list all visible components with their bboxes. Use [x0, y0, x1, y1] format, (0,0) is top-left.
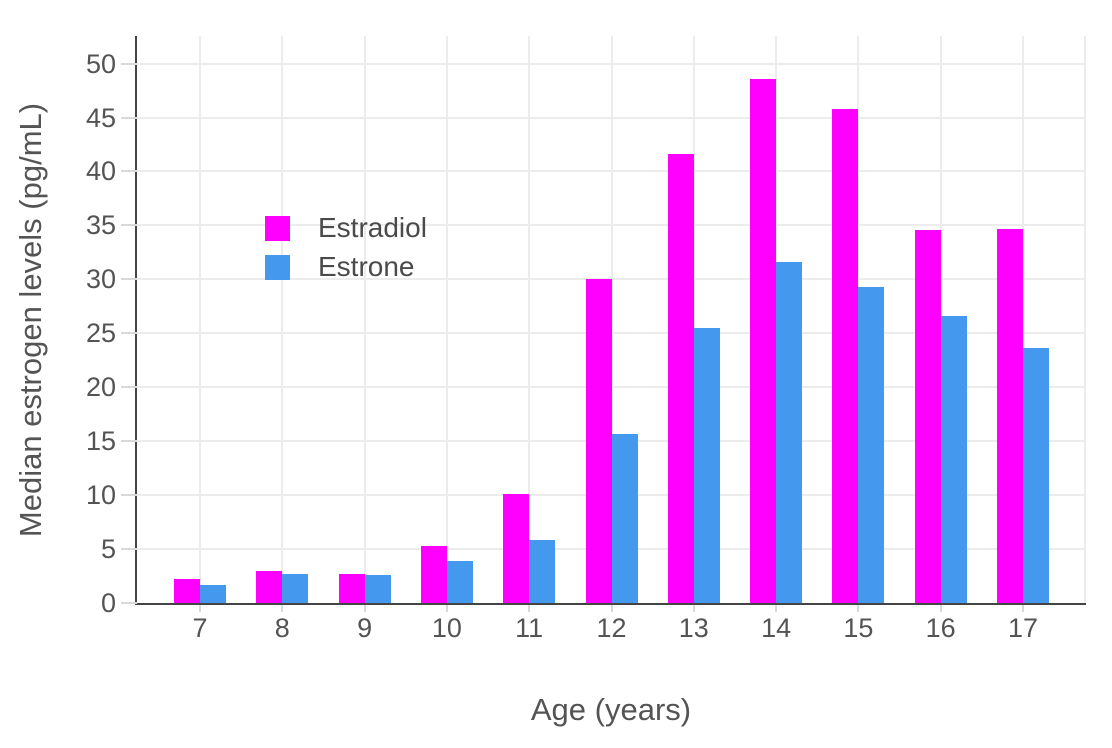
- legend-item-estrone[interactable]: Estrone: [265, 253, 427, 281]
- estradiol-color-swatch: [265, 215, 290, 241]
- legend-label-estrone: Estrone: [318, 251, 415, 282]
- y-tick-label-45: 45: [85, 102, 116, 133]
- x-gridline-13: [692, 36, 695, 603]
- x-tick-label-10: 10: [431, 613, 462, 643]
- x-tick-13: [692, 605, 695, 612]
- x-tick-16: [939, 605, 942, 612]
- x-tick-15: [857, 605, 860, 612]
- bar-estrone-9: [364, 574, 391, 603]
- y-tick-50: [121, 62, 137, 65]
- x-tick-10: [445, 605, 448, 612]
- y-tick-10: [121, 494, 137, 497]
- bar-estradiol-10: [420, 545, 447, 603]
- y-tick-30: [121, 278, 137, 281]
- bar-estrone-17: [1023, 348, 1049, 603]
- bar-estrone-15: [858, 286, 885, 603]
- estrone-color-swatch: [265, 254, 290, 280]
- bar-estradiol-14: [750, 78, 777, 603]
- y-tick-label-40: 40: [85, 156, 116, 187]
- bar-estradiol-13: [667, 154, 694, 603]
- y-tick-label-0: 0: [100, 588, 116, 618]
- x-tick-label-13: 13: [678, 613, 709, 643]
- x-tick-label-11: 11: [515, 613, 544, 643]
- y-tick-25: [121, 332, 137, 335]
- bar-estradiol-17: [997, 228, 1023, 603]
- bar-estradiol-15: [832, 108, 859, 603]
- x-gridline-right-edge: [1084, 36, 1086, 603]
- x-tick-14: [775, 605, 778, 612]
- x-tick-label-7: 7: [192, 613, 208, 643]
- bar-estrone-7: [200, 584, 226, 603]
- bar-estrone-12: [611, 433, 638, 603]
- bar-estrone-14: [776, 262, 803, 603]
- x-tick-label-8: 8: [274, 613, 290, 643]
- x-axis-title: Age (years): [530, 692, 692, 727]
- x-tick-11: [528, 605, 531, 612]
- bar-estrone-13: [693, 327, 720, 603]
- x-tick-label-14: 14: [761, 613, 792, 643]
- x-tick-17: [1022, 605, 1024, 612]
- y-tick-15: [121, 440, 137, 443]
- x-gridline-17: [1022, 36, 1024, 603]
- x-gridline-9: [363, 36, 366, 603]
- bar-estradiol-7: [174, 579, 200, 603]
- x-gridline-7: [199, 36, 201, 603]
- legend: Estradiol Estrone: [265, 214, 427, 281]
- legend-label-estradiol: Estradiol: [318, 212, 427, 243]
- y-tick-label-25: 25: [85, 318, 116, 349]
- y-tick-label-10: 10: [85, 480, 116, 511]
- bar-estrone-10: [446, 560, 473, 603]
- bar-estradiol-9: [338, 573, 365, 603]
- x-tick-7: [199, 605, 201, 612]
- y-tick-0: [121, 602, 137, 604]
- y-tick-label-20: 20: [85, 372, 116, 403]
- x-tick-label-9: 9: [357, 613, 373, 643]
- x-tick-label-15: 15: [843, 613, 874, 643]
- y-tick-label-15: 15: [85, 426, 116, 457]
- y-tick-40: [121, 170, 137, 173]
- bar-estrone-11: [529, 540, 556, 603]
- bar-estrone-8: [282, 573, 309, 603]
- x-gridline-11: [528, 36, 531, 603]
- x-tick-12: [610, 605, 613, 612]
- y-tick-5: [121, 548, 137, 551]
- x-gridline-10: [445, 36, 448, 603]
- x-tick-9: [363, 605, 366, 612]
- x-tick-label-17: 17: [1007, 613, 1039, 643]
- bar-estradiol-12: [585, 279, 612, 603]
- y-tick-label-5: 5: [100, 534, 116, 565]
- plot-area: [135, 36, 1086, 605]
- x-tick-label-12: 12: [596, 613, 627, 643]
- bar-estradiol-8: [256, 570, 283, 603]
- bar-estradiol-11: [503, 494, 530, 603]
- x-gridline-8: [281, 36, 284, 603]
- legend-item-estradiol[interactable]: Estradiol: [265, 214, 427, 242]
- y-axis-title: Median estrogen levels (pg/mL): [13, 102, 48, 538]
- bar-estradiol-16: [914, 229, 941, 603]
- y-tick-45: [121, 116, 137, 119]
- y-tick-label-30: 30: [85, 264, 116, 295]
- y-tick-20: [121, 386, 137, 389]
- y-tick-35: [121, 224, 137, 227]
- x-gridline-12: [610, 36, 613, 603]
- y-tick-label-50: 50: [85, 48, 116, 79]
- y-tick-label-35: 35: [85, 210, 116, 241]
- bar-estrone-16: [940, 316, 967, 603]
- x-tick-label-16: 16: [925, 613, 956, 643]
- x-tick-8: [281, 605, 284, 612]
